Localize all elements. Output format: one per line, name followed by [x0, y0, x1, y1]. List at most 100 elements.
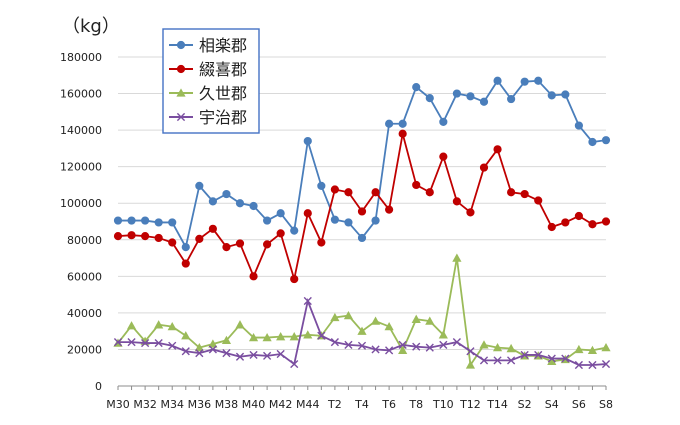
x-tick-label: M36 [188, 398, 212, 411]
data-point [303, 296, 312, 306]
data-point [330, 215, 339, 224]
data-point [507, 94, 516, 104]
data-point [290, 359, 299, 369]
data-point [357, 233, 367, 243]
legend-label: 相楽郡 [199, 36, 247, 55]
data-point [439, 340, 448, 349]
data-point [263, 351, 272, 360]
data-point [357, 207, 367, 216]
x-tick-label: S4 [545, 398, 559, 411]
data-point [113, 338, 123, 347]
data-point [154, 233, 163, 243]
data-point [263, 216, 272, 225]
data-point [344, 340, 353, 349]
data-point [330, 338, 339, 347]
data-point [127, 231, 136, 240]
data-point [398, 119, 407, 128]
data-point [344, 188, 353, 197]
series-line [117, 133, 607, 280]
data-point [276, 349, 285, 359]
data-point [547, 356, 557, 366]
data-point [154, 338, 163, 348]
data-point [601, 217, 611, 226]
data-point [330, 312, 340, 322]
legend-item: 久世郡 [169, 84, 247, 103]
data-point [452, 338, 461, 347]
legend-label: 久世郡 [199, 84, 247, 103]
data-point [520, 77, 529, 86]
data-point [249, 201, 258, 211]
data-point [176, 40, 186, 50]
y-tick-label: 100000 [60, 197, 102, 210]
data-point [168, 238, 177, 247]
x-tick-label: T12 [459, 398, 481, 411]
data-point [534, 350, 543, 360]
data-point [289, 332, 299, 341]
data-point [208, 345, 217, 354]
data-point [493, 145, 502, 154]
data-point [411, 314, 421, 323]
data-point [317, 181, 326, 190]
data-point [168, 341, 177, 350]
x-tick-label: M42 [269, 398, 293, 411]
data-point [479, 163, 489, 172]
data-point [195, 234, 204, 243]
data-point [587, 345, 598, 355]
data-point [398, 129, 407, 138]
data-point [574, 360, 583, 370]
y-tick-label: 20000 [67, 343, 102, 356]
data-point [371, 216, 380, 225]
data-point [357, 341, 367, 350]
data-point [176, 112, 186, 122]
y-tick-label: 120000 [60, 161, 102, 174]
legend-item: 宇治郡 [169, 108, 247, 127]
data-point [371, 345, 380, 354]
x-tick-label: S8 [599, 398, 613, 411]
data-point [262, 332, 272, 342]
data-point [303, 209, 312, 218]
data-point [425, 343, 434, 352]
legend-item: 綴喜郡 [169, 60, 247, 79]
data-point [141, 338, 150, 348]
data-point [412, 342, 421, 351]
data-point [249, 272, 258, 281]
data-point [330, 185, 339, 194]
data-point [303, 330, 313, 339]
data-point [439, 117, 448, 126]
data-point [222, 242, 231, 252]
x-tick-label: M30 [106, 398, 130, 411]
y-tick-label: 80000 [67, 234, 102, 247]
data-point [561, 354, 570, 363]
data-point [263, 240, 272, 249]
data-point [208, 339, 218, 348]
y-tick-label: 140000 [60, 124, 102, 137]
data-point [113, 232, 123, 241]
y-tick-label: 40000 [67, 307, 102, 320]
data-point [425, 188, 434, 197]
data-point [276, 209, 285, 218]
data-point [370, 316, 381, 325]
data-point [588, 137, 597, 147]
data-point [235, 352, 245, 361]
y-tick-label: 160000 [60, 88, 102, 101]
data-point [385, 205, 394, 214]
data-point [126, 321, 137, 330]
data-point [479, 97, 489, 106]
data-point [195, 181, 204, 190]
data-point [507, 356, 516, 365]
y-axis: 0 20000 40000 60000 80000 100000 120000 140000 1… [60, 51, 102, 393]
data-point [317, 331, 326, 340]
series-group [113, 76, 611, 370]
data-point [195, 349, 204, 358]
series-4 [113, 296, 611, 370]
data-point [357, 326, 367, 335]
data-point [276, 332, 286, 341]
data-point [588, 220, 597, 229]
data-point [466, 208, 475, 217]
data-point [208, 224, 217, 233]
data-point [574, 121, 583, 130]
data-point [167, 321, 177, 331]
y-tick-label: 0 [95, 380, 102, 393]
y-axis-label: （kg） [62, 16, 120, 37]
